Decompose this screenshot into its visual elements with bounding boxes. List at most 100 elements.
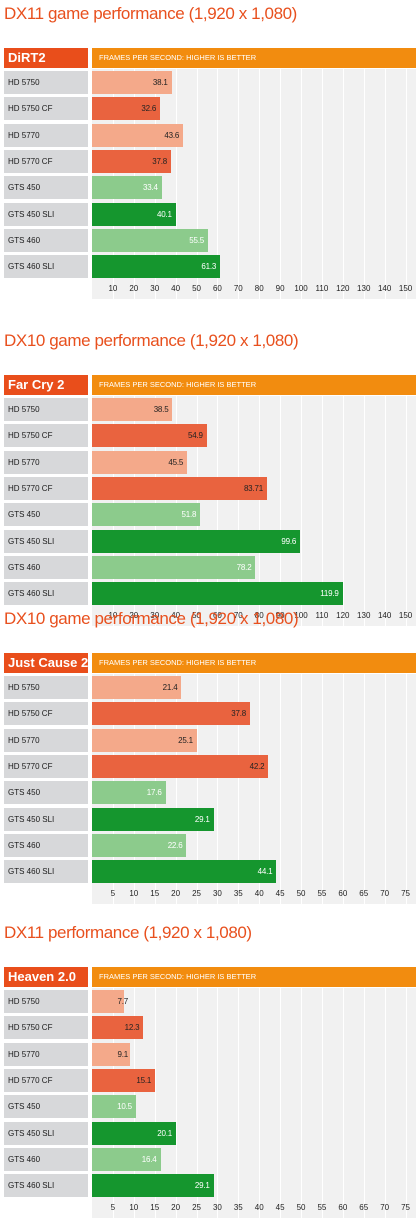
bar-value-label: 55.5	[189, 235, 204, 245]
bar-value-label: 22.6	[167, 840, 183, 850]
grid-line	[363, 69, 365, 300]
category-label: GTS 460	[4, 833, 88, 857]
bar	[92, 476, 267, 500]
x-tick-label: 30	[212, 889, 222, 899]
grid-line	[238, 988, 240, 1219]
grid-line	[217, 396, 219, 627]
category-label: GTS 460 SLI	[4, 582, 88, 606]
bar	[92, 176, 162, 200]
category-label: GTS 460 SLI	[4, 255, 88, 279]
grid-line	[196, 69, 198, 300]
grid-line	[196, 988, 198, 1219]
x-tick-label: 5	[110, 889, 116, 899]
x-tick-label: 90	[275, 284, 285, 294]
bar-value-label: 83.71	[243, 483, 263, 493]
bar	[92, 97, 161, 121]
grid-line	[217, 674, 219, 905]
grid-line	[196, 674, 198, 905]
x-tick-label: 45	[275, 889, 285, 899]
chart-title: DX10 game performance (1,920 x 1,080)	[4, 609, 299, 628]
x-tick-label: 35	[233, 889, 243, 899]
category-label: GTS 450	[4, 176, 88, 200]
bar	[92, 450, 188, 474]
bar	[92, 71, 172, 94]
bar-value-label: 78.2	[236, 562, 252, 572]
grid-line	[238, 674, 240, 905]
bar-value-label: 9.1	[117, 1049, 128, 1059]
x-tick-label: 70	[233, 284, 243, 294]
x-tick-label: 15	[150, 889, 160, 899]
game-name-tab: Far Cry 2	[4, 375, 88, 395]
category-label: GTS 450	[4, 781, 88, 805]
x-tick-label: 10	[129, 889, 139, 899]
grid-line	[280, 69, 282, 300]
x-tick-label: 55	[317, 889, 327, 899]
bar	[92, 807, 214, 831]
bar-value-label: 16.4	[141, 1154, 157, 1164]
x-tick-label: 140	[377, 284, 392, 294]
bar	[92, 149, 171, 173]
game-name-tab: DiRT2	[4, 48, 88, 68]
bar	[92, 424, 207, 448]
fps-header: FRAMES PER SECOND: HIGHER IS BETTER	[92, 48, 416, 68]
grid-line	[217, 988, 219, 1219]
bar-value-label: 17.6	[146, 788, 162, 798]
category-label: GTS 460	[4, 555, 88, 579]
category-label: GTS 460 SLI	[4, 860, 88, 884]
x-tick-label: 30	[150, 611, 160, 621]
grid-line	[301, 69, 303, 300]
x-tick-label: 80	[254, 611, 264, 621]
grid-line	[384, 988, 386, 1219]
category-label: HD 5770	[4, 450, 88, 474]
x-tick-label: 90	[275, 611, 285, 621]
bar-value-label: 99.6	[281, 536, 297, 546]
x-tick-label: 65	[359, 889, 369, 899]
category-label: GTS 450 SLI	[4, 202, 88, 226]
bar-value-label: 119.9	[320, 589, 339, 599]
bar-value-label: 21.4	[162, 683, 178, 692]
bar-value-label: 43.6	[164, 130, 180, 140]
x-tick-label: 40	[254, 889, 264, 899]
bar-value-label: 37.8	[152, 156, 167, 166]
plot-area: 5 10 15 20 25 30 35 40 45 50 55 60 65 70 75 7.7 12.3 9.1 1…	[92, 988, 416, 1219]
grid-line	[321, 988, 323, 1219]
grid-line	[405, 988, 407, 1219]
x-tick-label: 50	[192, 611, 201, 621]
grid-line	[238, 396, 240, 627]
x-tick-label: 50	[192, 284, 201, 294]
bar-value-label: 40.1	[157, 209, 172, 219]
x-tick-label: 130	[357, 611, 371, 621]
grid-line	[363, 988, 365, 1219]
bar-value-label: 61.3	[201, 262, 217, 272]
bar	[92, 1147, 161, 1171]
x-tick-label: 80	[254, 284, 264, 294]
bar	[92, 781, 166, 805]
bar-value-label: 10.5	[117, 1102, 132, 1112]
grid-line	[280, 396, 282, 627]
grid-line	[321, 69, 323, 300]
bar-value-label: 45.5	[168, 457, 184, 467]
x-tick-label: 60	[338, 889, 348, 899]
plot-area: 5 10 15 20 25 30 35 40 45 50 55 60 65 70 75 21.4 37.8 25.…	[92, 674, 416, 905]
bar	[92, 398, 173, 421]
grid-line	[175, 988, 177, 1219]
bar-value-label: 33.4	[143, 183, 158, 193]
category-label: GTS 450 SLI	[4, 529, 88, 553]
bar	[92, 555, 256, 579]
category-label: GTS 450 SLI	[4, 1121, 88, 1145]
bar-value-label: 29.1	[194, 1181, 210, 1191]
x-tick-label: 100	[294, 284, 308, 294]
x-tick-label: 40	[171, 284, 181, 294]
bar	[92, 123, 184, 147]
fps-header: FRAMES PER SECOND: HIGHER IS BETTER	[92, 967, 416, 987]
bar	[92, 255, 221, 279]
category-label: HD 5750	[4, 71, 88, 94]
category-label: HD 5770	[4, 123, 88, 147]
bar	[92, 833, 187, 857]
category-label: HD 5750 CF	[4, 97, 88, 121]
grid-line	[384, 674, 386, 905]
grid-line	[301, 988, 303, 1219]
fps-header: FRAMES PER SECOND: HIGHER IS BETTER	[92, 653, 416, 673]
grid-line	[342, 988, 344, 1219]
grid-line	[259, 396, 261, 627]
